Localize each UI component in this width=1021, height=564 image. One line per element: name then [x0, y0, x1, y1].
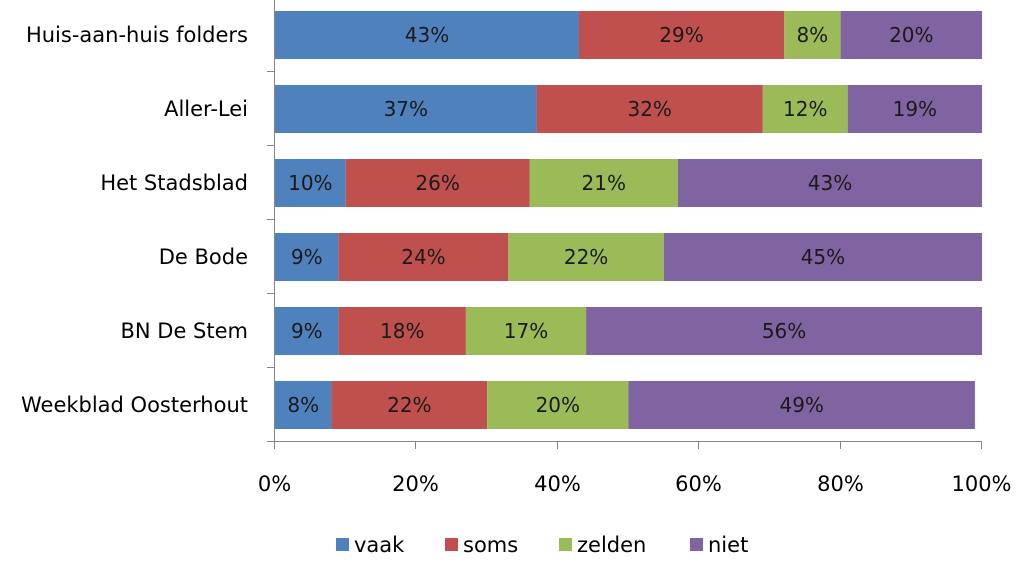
data-label: 20% [536, 393, 580, 417]
x-tick-label: 0% [258, 472, 291, 496]
bar-segment-soms[interactable] [345, 159, 530, 207]
x-tick-label: 20% [392, 472, 439, 496]
legend-label: zelden [577, 533, 646, 557]
axes-layer: 0% 20% 40% 60% 80% 100% [258, 0, 1012, 496]
bar-segment-vaak[interactable] [275, 85, 537, 133]
data-label: 29% [659, 23, 703, 47]
data-label: 45% [801, 245, 845, 269]
x-tick-label: 80% [817, 472, 864, 496]
bar-segment-vaak[interactable] [275, 11, 580, 59]
data-label: 10% [288, 171, 332, 195]
data-label: 9% [291, 319, 323, 343]
data-label: 8% [796, 23, 828, 47]
data-label: 26% [415, 171, 459, 195]
data-label: 49% [779, 393, 823, 417]
bar-segment-zelden[interactable] [508, 233, 664, 281]
data-label: 18% [380, 319, 424, 343]
bar-segment-vaak[interactable] [275, 233, 339, 281]
category-label: Weekblad Oosterhout [21, 393, 248, 417]
category-label: Het Stadsblad [100, 171, 248, 195]
bar-segment-zelden[interactable] [465, 307, 587, 355]
bar-segment-niet[interactable] [628, 381, 975, 429]
bar-segment-niet[interactable] [586, 307, 982, 355]
data-label: 8% [287, 393, 319, 417]
data-label: 32% [627, 97, 671, 121]
data-label: 19% [893, 97, 937, 121]
bars-layer [275, 11, 982, 429]
data-label: 22% [564, 245, 608, 269]
legend-swatch-vaak [336, 538, 349, 551]
legend-swatch-niet [690, 538, 703, 551]
bar-segment-soms[interactable] [536, 85, 763, 133]
bar-segment-soms[interactable] [338, 233, 509, 281]
data-label: 24% [401, 245, 445, 269]
category-labels-layer: 43% 29% 8% 20% Huis-aan-huis folders 37% 32% 12… [21, 23, 937, 417]
x-tick-label: 40% [534, 472, 581, 496]
data-label: 56% [762, 319, 806, 343]
data-label: 17% [504, 319, 548, 343]
bar-segment-vaak[interactable] [275, 307, 339, 355]
x-tick-label: 60% [675, 472, 722, 496]
category-label: Huis-aan-huis folders [26, 23, 248, 47]
bar-segment-niet[interactable] [840, 11, 982, 59]
data-label: 22% [387, 393, 431, 417]
legend-swatch-zelden [559, 538, 572, 551]
bar-segment-soms[interactable] [338, 307, 466, 355]
legend-label: vaak [354, 533, 405, 557]
bar-segment-zelden[interactable] [487, 381, 629, 429]
data-label: 43% [808, 171, 852, 195]
bar-segment-niet[interactable] [847, 85, 982, 133]
category-label: De Bode [159, 245, 248, 269]
legend-swatch-soms [445, 538, 458, 551]
data-label: 20% [889, 23, 933, 47]
bar-segment-niet[interactable] [663, 233, 982, 281]
category-label: Aller-Lei [164, 97, 248, 121]
data-label: 12% [783, 97, 827, 121]
legend-label: soms [463, 533, 518, 557]
data-label: 9% [291, 245, 323, 269]
category-label: BN De Stem [121, 319, 249, 343]
bar-segment-zelden[interactable] [529, 159, 678, 207]
bar-segment-vaak[interactable] [275, 381, 332, 429]
legend: vaak soms zelden niet [336, 533, 748, 557]
bar-segment-vaak[interactable] [275, 159, 346, 207]
data-label: 43% [405, 23, 449, 47]
bar-segment-niet[interactable] [677, 159, 982, 207]
legend-label: niet [708, 533, 748, 557]
data-label: 37% [384, 97, 428, 121]
bar-segment-zelden[interactable] [784, 11, 841, 59]
bar-segment-soms[interactable] [579, 11, 785, 59]
bar-segment-soms[interactable] [331, 381, 488, 429]
x-tick-label: 100% [951, 472, 1011, 496]
data-label: 21% [582, 171, 626, 195]
bar-segment-zelden[interactable] [762, 85, 848, 133]
